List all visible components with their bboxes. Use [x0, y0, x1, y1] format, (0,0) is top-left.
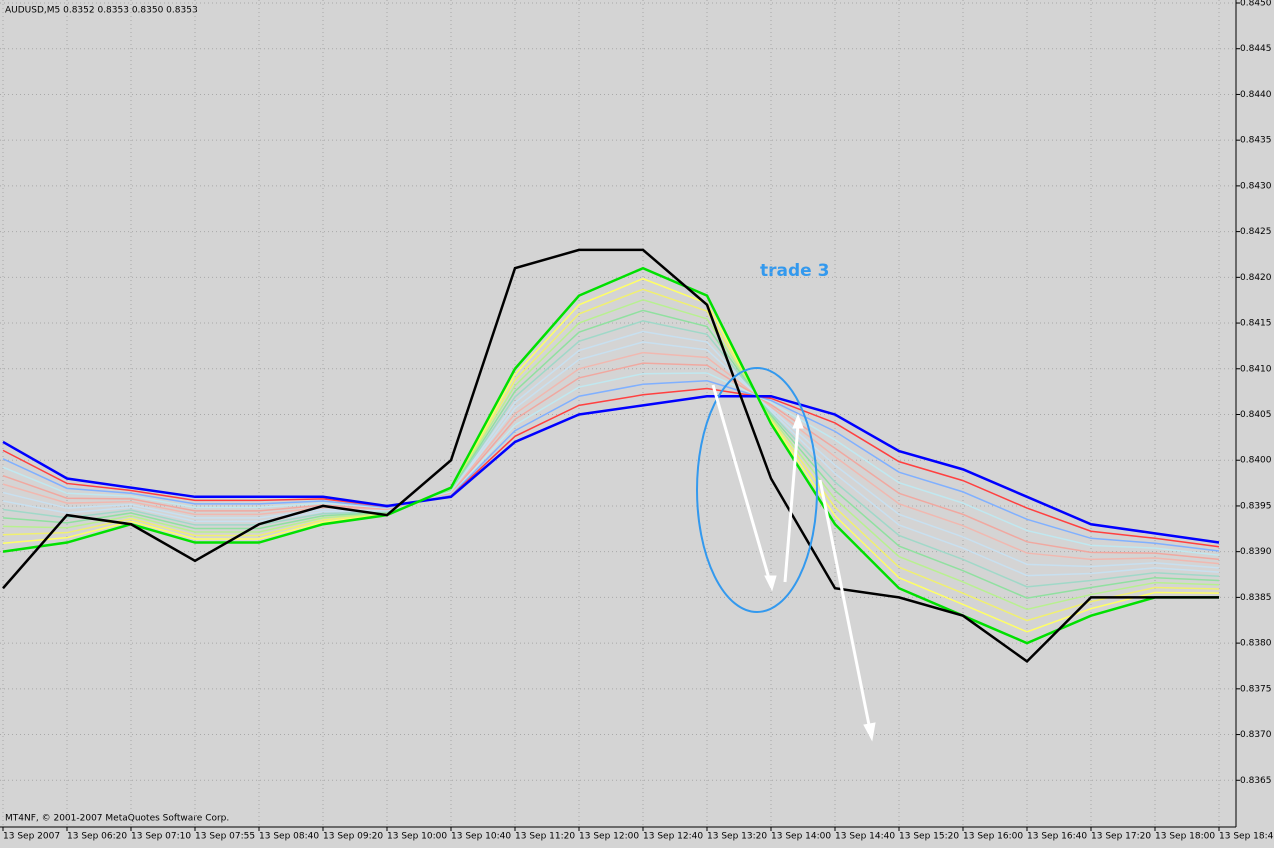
x-tick-label: 13 Sep 17:20 [1091, 832, 1151, 842]
x-tick-label: 13 Sep 16:40 [1027, 832, 1087, 842]
series-line [2, 248, 1219, 664]
y-tick-label: 0.8440 [1240, 90, 1272, 100]
x-tick-label: 13 Sep 16:00 [963, 832, 1023, 842]
y-tick-label: 0.8430 [1240, 181, 1272, 191]
ribbon-line [2, 309, 1220, 599]
ribbon-line [2, 387, 1220, 548]
y-tick-label: 0.8370 [1240, 730, 1272, 740]
y-tick-label: 0.8390 [1240, 547, 1272, 557]
x-tick-label: 13 Sep 10:00 [387, 832, 447, 842]
plot [0, 0, 1236, 827]
x-tick-label: 13 Sep 07:10 [131, 832, 191, 842]
x-tick-label: 13 Sep 07:55 [195, 832, 255, 842]
ribbon-line [2, 288, 1220, 622]
y-tick-label: 0.8400 [1240, 456, 1272, 466]
y-tick-label: 0.8425 [1240, 227, 1272, 237]
series-line [2, 394, 1220, 544]
x-tick-label: 13 Sep 13:20 [707, 832, 767, 842]
y-tick-label: 0.8415 [1240, 319, 1272, 329]
x-tick-label: 13 Sep 15:20 [899, 832, 959, 842]
annotation: trade 3 [760, 261, 829, 281]
y-tick-label: 0.8420 [1240, 273, 1272, 283]
ribbon-line [2, 277, 1220, 633]
x-tick-label: 13 Sep 12:00 [579, 832, 639, 842]
ribbon-line [2, 330, 1220, 577]
y-tick-label: 0.8435 [1240, 136, 1272, 146]
ribbon-line [2, 341, 1220, 569]
x-tick-label: 13 Sep 14:40 [835, 832, 895, 842]
footnote: MT4NF, © 2001-2007 MetaQuotes Software C… [5, 814, 229, 824]
y-tick-label: 0.8380 [1240, 639, 1272, 649]
series-line [2, 266, 1219, 645]
ribbon-line [2, 379, 1220, 552]
y-tick-label: 0.8365 [1240, 776, 1272, 786]
x-tick-label: 13 Sep 18:00 [1155, 832, 1215, 842]
ribbon-line [2, 320, 1220, 588]
y-tick-label: 0.8385 [1240, 593, 1272, 603]
x-tick-label: 13 Sep 08:40 [259, 832, 319, 842]
ribbon-line [2, 362, 1220, 561]
x-tick-label: 13 Sep 11:20 [515, 832, 575, 842]
chart-title: AUDUSD,M5 0.8352 0.8353 0.8350 0.8353 [5, 6, 198, 16]
x-tick-label: 13 Sep 10:40 [451, 832, 511, 842]
ribbon-line [2, 299, 1220, 611]
x-tick-label: 13 Sep 18:40 [1219, 832, 1274, 842]
x-tick-label: 13 Sep 12:40 [643, 832, 703, 842]
trade-arrows [711, 384, 876, 742]
y-tick-label: 0.8405 [1240, 410, 1272, 420]
ribbon-line [2, 372, 1220, 556]
ribbon-line [2, 351, 1220, 565]
y-tick-label: 0.8450 [1240, 0, 1272, 9]
x-tick-label: 13 Sep 14:00 [771, 832, 831, 842]
x-tick-label: 13 Sep 06:20 [67, 832, 127, 842]
y-tick-label: 0.8375 [1240, 684, 1272, 694]
highlight-ellipse [696, 367, 818, 613]
x-tick-label: 13 Sep 2007 [3, 832, 60, 842]
y-tick-label: 0.8445 [1240, 44, 1272, 54]
x-tick-label: 13 Sep 09:20 [323, 832, 383, 842]
y-tick-label: 0.8395 [1240, 501, 1272, 511]
y-tick-label: 0.8410 [1240, 364, 1272, 374]
